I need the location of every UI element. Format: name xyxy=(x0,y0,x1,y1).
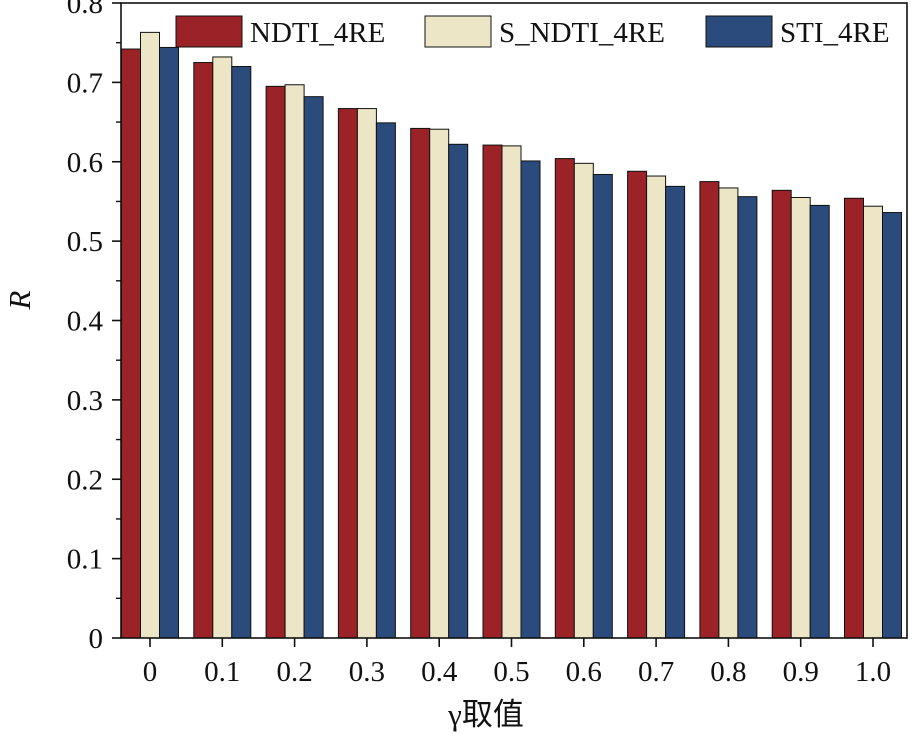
bar-s-ndti-4re-0-8 xyxy=(718,187,739,639)
bar-sti-4re-0-4 xyxy=(448,143,469,639)
bar-sti-4re-0-3 xyxy=(375,122,396,639)
x-tick-label: 0.1 xyxy=(204,656,240,688)
bar-ndti-4re-0-6 xyxy=(554,158,575,639)
y-tick-label: 0.8 xyxy=(67,0,103,20)
bar-sti-4re-0-2 xyxy=(303,96,324,639)
legend-swatch-sti-4re xyxy=(705,15,773,48)
bar-s-ndti-4re-0 xyxy=(140,31,160,639)
y-tick-label: 0.7 xyxy=(67,67,103,99)
bar-s-ndti-4re-0-6 xyxy=(573,162,594,639)
bar-s-ndti-4re-0-2 xyxy=(284,84,305,639)
bars-group xyxy=(121,31,902,639)
bar-ndti-4re-0-9 xyxy=(771,189,792,639)
x-tick-label: 0.6 xyxy=(566,656,602,688)
bar-s-ndti-4re-1-0 xyxy=(863,205,883,639)
x-tick-label: 1.0 xyxy=(855,656,891,688)
bar-sti-4re-0-9 xyxy=(809,204,830,639)
bar-ndti-4re-0-2 xyxy=(265,85,286,639)
bar-ndti-4re-0-7 xyxy=(627,170,648,639)
bar-sti-4re-0-1 xyxy=(231,66,252,639)
bar-s-ndti-4re-0-7 xyxy=(646,175,667,639)
bar-s-ndti-4re-0-5 xyxy=(501,145,522,639)
x-tick-label: 0.9 xyxy=(783,656,819,688)
x-tick-label: 0.3 xyxy=(349,656,385,688)
bar-ndti-4re-0-4 xyxy=(410,127,431,639)
bar-ndti-4re-0-3 xyxy=(337,108,358,639)
axes-group: 0 0.1 0.2 0.3 0.4 0.5 0.6 0.7 0.8 0 0.1 0.2 0.3 0.4 0.… xyxy=(67,0,908,688)
bar-sti-4re-0 xyxy=(159,46,179,639)
y-tick-label: 0.1 xyxy=(67,544,103,576)
x-tick-label: 0.4 xyxy=(421,656,458,688)
bar-sti-4re-0-8 xyxy=(737,196,758,639)
y-tick-label: 0.5 xyxy=(67,226,103,258)
y-tick-label: 0.6 xyxy=(67,147,103,179)
bar-sti-4re-0-7 xyxy=(665,185,686,639)
y-tick-label: 0 xyxy=(89,623,104,655)
legend-label-s-ndti-4re: S_NDTI_4RE xyxy=(499,17,665,49)
legend-swatch-s-ndti-4re xyxy=(424,15,492,48)
bar-sti-4re-1-0 xyxy=(882,212,902,639)
bar-s-ndti-4re-0-4 xyxy=(429,128,450,639)
x-tick-label: 0.8 xyxy=(710,656,746,688)
x-axis-title: γ取值 xyxy=(447,697,524,732)
bar-s-ndti-4re-0-1 xyxy=(212,56,233,639)
y-tick-label: 0.2 xyxy=(67,464,103,496)
x-tick-label: 0.7 xyxy=(638,656,674,688)
x-tick-label: 0 xyxy=(143,656,158,688)
bar-s-ndti-4re-0-9 xyxy=(790,196,811,639)
bar-ndti-4re-0-1 xyxy=(193,62,214,639)
legend-swatch-ndti-4re xyxy=(175,15,243,48)
y-tick-label: 0.3 xyxy=(67,385,103,417)
y-tick-label: 0.4 xyxy=(67,306,104,338)
bar-sti-4re-0-5 xyxy=(520,160,541,639)
bar-ndti-4re-1-0 xyxy=(844,197,864,639)
bar-ndti-4re-0-5 xyxy=(482,144,503,639)
legend-label-ndti-4re: NDTI_4RE xyxy=(250,17,385,49)
legend: NDTI_4RE S_NDTI_4RE STI_4RE xyxy=(175,15,890,49)
x-tick-label: 0.5 xyxy=(493,656,529,688)
x-tick-label: 0.2 xyxy=(276,656,312,688)
legend-label-sti-4re: STI_4RE xyxy=(780,17,890,49)
bar-ndti-4re-0-8 xyxy=(699,181,720,639)
bar-ndti-4re-0 xyxy=(121,48,141,639)
y-axis-title: R xyxy=(2,290,37,310)
bar-s-ndti-4re-0-3 xyxy=(356,108,377,639)
bar-sti-4re-0-6 xyxy=(592,173,613,639)
